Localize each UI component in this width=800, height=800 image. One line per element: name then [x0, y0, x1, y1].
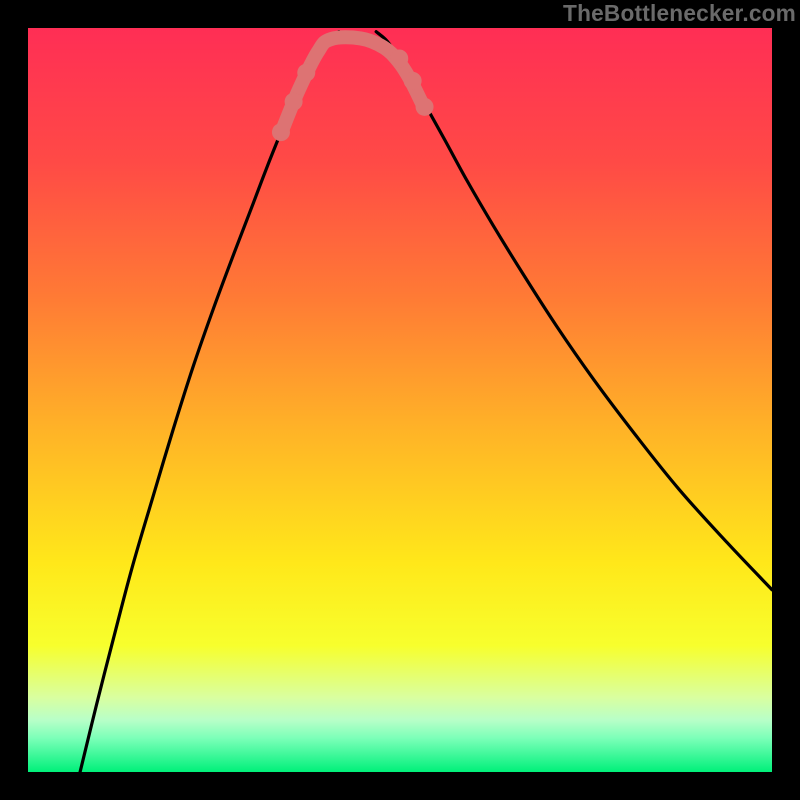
marker-5	[416, 98, 434, 116]
curve-right_curve	[376, 32, 772, 590]
plot-area	[28, 28, 772, 772]
marker-1	[285, 93, 303, 111]
marker-4	[404, 72, 422, 90]
marker-2	[297, 64, 315, 82]
marker-0	[272, 123, 290, 141]
marker-3	[390, 50, 408, 68]
curve-left_curve	[80, 32, 339, 772]
watermark-text: TheBottlenecker.com	[563, 0, 796, 27]
curves-svg	[28, 28, 772, 772]
outer-frame: TheBottlenecker.com	[0, 0, 800, 800]
